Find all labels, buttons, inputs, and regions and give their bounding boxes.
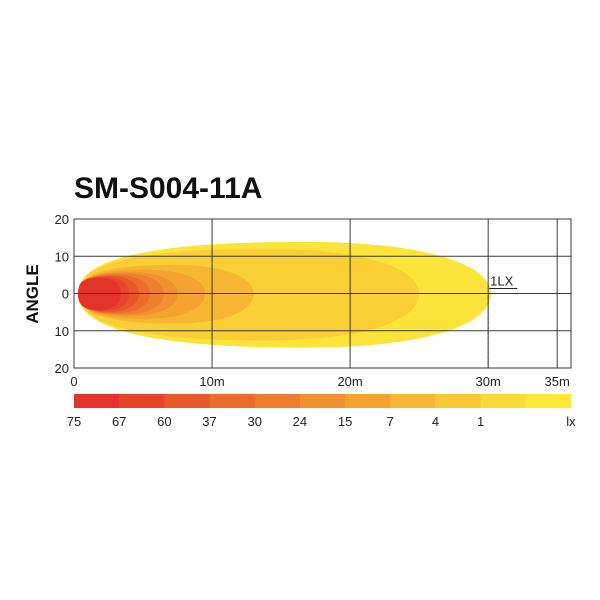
legend-value-label: 7 bbox=[387, 414, 394, 429]
legend-value-label: 4 bbox=[432, 414, 439, 429]
y-tick-label: 20 bbox=[55, 361, 69, 376]
y-tick-label: 10 bbox=[55, 324, 69, 339]
x-tick-label: 0 bbox=[70, 374, 77, 389]
legend-swatch bbox=[480, 394, 527, 408]
legend-swatch bbox=[435, 394, 482, 408]
legend-swatch bbox=[390, 394, 436, 408]
legend-swatch bbox=[345, 394, 391, 408]
x-tick-label: 20m bbox=[337, 374, 362, 389]
lux-legend: 75 67 60 37 30 24 15 7 4 1 bbox=[67, 394, 572, 429]
legend-value-label: 24 bbox=[293, 414, 307, 429]
legend-value-label: 75 bbox=[67, 414, 81, 429]
chart-title: SM-S004-11A bbox=[74, 172, 262, 205]
legend-value-label: 15 bbox=[338, 414, 352, 429]
legend-swatch bbox=[119, 394, 165, 408]
legend-value-label: 37 bbox=[202, 414, 216, 429]
legend-value-label: 1 bbox=[477, 414, 484, 429]
y-tick-labels: 20 10 0 10 20 bbox=[55, 212, 69, 376]
legend-swatch bbox=[299, 394, 346, 408]
legend-unit-label: lx bbox=[566, 414, 576, 429]
legend-swatch bbox=[164, 394, 211, 408]
legend-swatch bbox=[209, 394, 256, 408]
one-lux-label: 1LX bbox=[490, 274, 513, 289]
y-axis-label: ANGLE bbox=[23, 264, 42, 324]
legend-swatch bbox=[74, 394, 120, 408]
y-tick-label: 10 bbox=[55, 249, 69, 264]
y-tick-label: 0 bbox=[62, 287, 69, 302]
legend-value-label: 30 bbox=[247, 414, 261, 429]
grid-lines bbox=[73, 218, 572, 369]
x-tick-label: 30m bbox=[476, 374, 501, 389]
legend-value-label: 60 bbox=[157, 414, 171, 429]
legend-value-label: 67 bbox=[112, 414, 126, 429]
x-tick-label: 10m bbox=[199, 374, 224, 389]
legend-swatch bbox=[254, 394, 301, 408]
beam-contours bbox=[78, 241, 491, 348]
x-tick-labels: 0 10m 20m 30m 35m bbox=[70, 374, 569, 389]
legend-swatch bbox=[525, 394, 572, 408]
y-tick-label: 20 bbox=[55, 212, 69, 227]
x-tick-label: 35m bbox=[545, 374, 570, 389]
